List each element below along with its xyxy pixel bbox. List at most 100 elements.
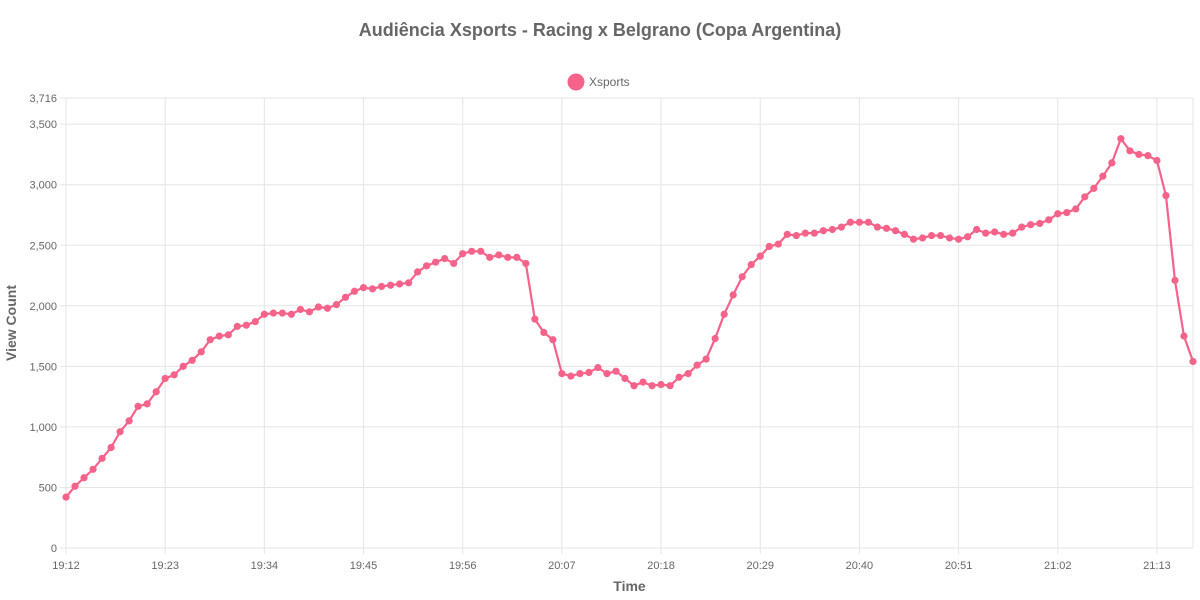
data-point[interactable] <box>323 304 332 312</box>
data-point[interactable] <box>224 331 232 339</box>
data-point[interactable] <box>873 223 882 231</box>
data-point[interactable] <box>513 253 521 261</box>
data-point[interactable] <box>684 370 692 378</box>
data-point[interactable] <box>495 251 503 259</box>
data-point[interactable] <box>251 317 259 326</box>
data-point[interactable] <box>71 482 79 490</box>
data-point[interactable] <box>909 235 918 243</box>
data-point[interactable] <box>468 247 476 255</box>
data-point[interactable] <box>89 465 97 473</box>
data-point[interactable] <box>964 233 972 241</box>
data-point[interactable] <box>549 336 557 344</box>
data-point[interactable] <box>1009 229 1017 237</box>
data-point[interactable] <box>639 378 647 386</box>
data-point[interactable] <box>900 230 909 238</box>
data-point[interactable] <box>810 229 818 237</box>
data-point[interactable] <box>161 374 169 383</box>
data-point[interactable] <box>242 321 250 329</box>
data-point[interactable] <box>368 285 377 293</box>
data-point[interactable] <box>603 370 611 378</box>
data-point[interactable] <box>729 291 737 299</box>
data-point[interactable] <box>585 368 593 377</box>
data-point[interactable] <box>395 280 404 288</box>
data-point[interactable] <box>1090 184 1098 192</box>
data-point[interactable] <box>1144 152 1152 160</box>
data-point[interactable] <box>188 356 196 364</box>
data-point[interactable] <box>1072 205 1080 213</box>
data-point[interactable] <box>143 400 151 408</box>
data-point[interactable] <box>756 252 764 260</box>
data-point[interactable] <box>693 361 701 369</box>
data-point[interactable] <box>1081 193 1089 201</box>
data-point[interactable] <box>332 300 341 309</box>
data-point[interactable] <box>1135 150 1143 159</box>
data-point[interactable] <box>459 250 467 258</box>
data-point[interactable] <box>1180 332 1188 340</box>
data-point[interactable] <box>504 253 512 261</box>
data-point[interactable] <box>630 382 638 390</box>
data-point[interactable] <box>278 309 286 317</box>
data-point[interactable] <box>819 227 827 235</box>
data-point[interactable] <box>62 493 70 501</box>
data-point[interactable] <box>134 402 142 410</box>
data-point[interactable] <box>774 240 782 248</box>
data-point[interactable] <box>711 334 719 343</box>
data-point[interactable] <box>296 305 305 314</box>
data-point[interactable] <box>405 279 413 287</box>
data-point[interactable] <box>1099 172 1107 180</box>
data-point[interactable] <box>341 293 350 301</box>
data-point[interactable] <box>702 355 710 363</box>
data-point[interactable] <box>927 231 936 240</box>
data-point[interactable] <box>558 370 566 378</box>
data-point[interactable] <box>423 262 431 270</box>
data-point[interactable] <box>1027 221 1035 229</box>
data-point[interactable] <box>179 362 187 370</box>
data-point[interactable] <box>540 328 548 337</box>
data-point[interactable] <box>1153 156 1161 165</box>
data-point[interactable] <box>846 218 854 226</box>
data-point[interactable] <box>828 225 836 234</box>
data-point[interactable] <box>657 380 665 389</box>
data-point[interactable] <box>666 382 674 390</box>
data-point[interactable] <box>359 284 368 292</box>
data-point[interactable] <box>80 474 88 482</box>
data-point[interactable] <box>314 303 323 311</box>
data-point[interactable] <box>1018 223 1026 231</box>
data-point[interactable] <box>522 259 530 268</box>
data-point[interactable] <box>801 229 809 237</box>
data-point[interactable] <box>215 332 223 340</box>
data-point[interactable] <box>350 287 359 295</box>
data-point[interactable] <box>594 363 602 372</box>
data-point[interactable] <box>1054 210 1062 218</box>
data-point[interactable] <box>1117 135 1125 143</box>
data-point[interactable] <box>170 371 178 379</box>
data-point[interactable] <box>386 281 395 289</box>
data-point[interactable] <box>891 227 900 235</box>
data-point[interactable] <box>576 370 584 378</box>
data-point[interactable] <box>864 218 873 226</box>
data-point[interactable] <box>125 417 133 425</box>
data-point[interactable] <box>260 310 268 318</box>
data-point[interactable] <box>486 253 494 261</box>
data-point[interactable] <box>621 374 629 383</box>
data-point[interactable] <box>567 372 575 380</box>
data-point[interactable] <box>1108 159 1116 167</box>
data-point[interactable] <box>675 373 683 381</box>
data-point[interactable] <box>882 224 891 232</box>
data-point[interactable] <box>233 322 241 330</box>
data-point[interactable] <box>783 230 791 238</box>
data-point[interactable] <box>648 382 656 390</box>
data-point[interactable] <box>837 223 845 231</box>
data-point[interactable] <box>107 443 115 452</box>
data-point[interactable] <box>855 218 864 226</box>
data-point[interactable] <box>1126 147 1134 155</box>
data-point[interactable] <box>206 336 214 344</box>
data-point[interactable] <box>991 228 999 236</box>
data-point[interactable] <box>945 234 954 242</box>
data-point[interactable] <box>720 310 728 318</box>
data-point[interactable] <box>269 309 277 317</box>
data-point[interactable] <box>1063 208 1071 217</box>
data-point[interactable] <box>747 261 755 269</box>
data-point[interactable] <box>305 308 314 316</box>
legend[interactable]: Xsports <box>567 73 630 91</box>
